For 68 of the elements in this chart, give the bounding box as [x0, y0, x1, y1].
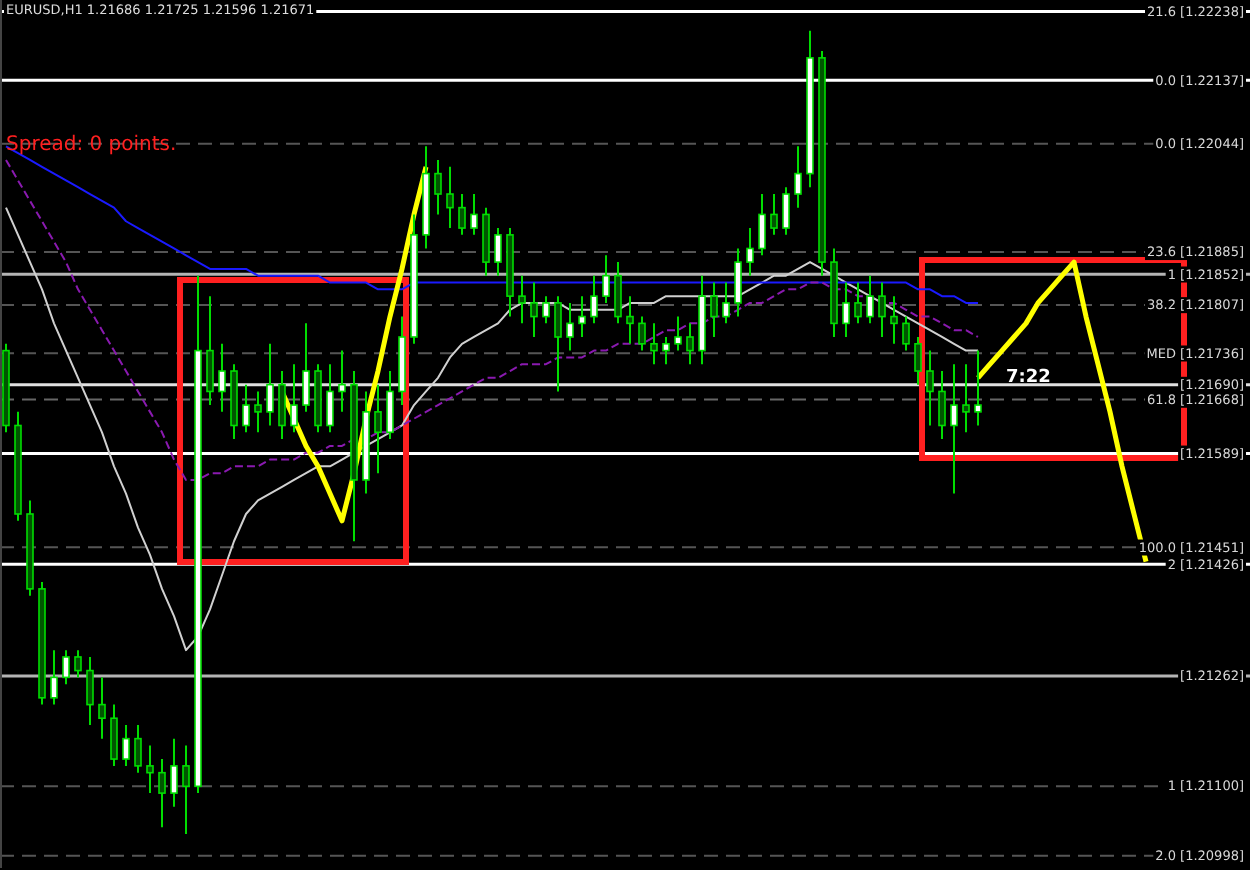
candlestick: [86, 655, 94, 727]
candlestick: [770, 193, 778, 236]
annotation: Spread: 0 points.: [6, 134, 177, 156]
candlestick: [470, 193, 478, 236]
candlestick: [902, 315, 910, 352]
candlestick: [626, 295, 634, 345]
candlestick: [866, 274, 874, 325]
candlestick: [542, 295, 550, 325]
candlestick: [146, 744, 154, 795]
candlestick: [434, 158, 442, 216]
candlestick: [266, 342, 274, 427]
candlestick: [674, 315, 682, 352]
candlestick: [338, 349, 346, 413]
candlestick: [662, 335, 670, 366]
candlestick: [518, 274, 526, 325]
candlestick: [446, 165, 454, 230]
candlestick: [482, 206, 490, 277]
candlestick: [326, 363, 334, 434]
candlestick: [590, 274, 598, 325]
candlestick: [746, 227, 754, 277]
candlestick: [686, 322, 694, 366]
candlestick: [602, 254, 610, 304]
candlestick: [386, 370, 394, 441]
candlestick: [170, 737, 178, 808]
line-series: [5, 158, 979, 481]
candlestick: [374, 383, 382, 475]
candlestick: [854, 281, 862, 325]
candlestick: [530, 281, 538, 338]
candlestick: [278, 370, 286, 441]
candlestick: [158, 758, 166, 829]
candlestick: [578, 295, 586, 338]
candlestick: [62, 649, 70, 686]
candlestick: [134, 724, 142, 774]
line-series: [5, 206, 979, 652]
candlestick: [962, 363, 970, 434]
candlestick: [182, 744, 190, 835]
candlestick: [926, 349, 934, 427]
annotation: 7:22: [1006, 368, 1051, 388]
candlestick: [842, 281, 850, 338]
candlestick: [98, 676, 106, 740]
candlestick: [554, 295, 562, 393]
candlestick: [638, 315, 646, 352]
candlestick: [734, 247, 742, 318]
candlestick: [974, 349, 982, 427]
candlestick: [302, 322, 310, 413]
candlestick: [758, 193, 766, 257]
candlestick: [938, 370, 946, 441]
candlestick: [614, 261, 622, 325]
candlestick: [74, 649, 82, 679]
candlestick: [50, 649, 58, 706]
candlestick: [650, 322, 658, 366]
candlestick: [206, 295, 214, 407]
candlestick: [494, 227, 502, 277]
candlestick: [458, 193, 466, 236]
candlestick: [290, 363, 298, 434]
candlestick: [566, 301, 574, 352]
candlestick: [122, 724, 130, 767]
candlestick: [878, 281, 886, 338]
candlestick: [914, 335, 922, 386]
candlestick: [794, 145, 802, 209]
candlestick: [242, 383, 250, 434]
candlestick: [110, 703, 118, 767]
candlestick: [710, 281, 718, 338]
candlestick: [722, 281, 730, 325]
candlestick: [782, 186, 790, 236]
candlestick: [218, 342, 226, 413]
candlestick: [254, 390, 262, 434]
candlestick: [890, 295, 898, 345]
